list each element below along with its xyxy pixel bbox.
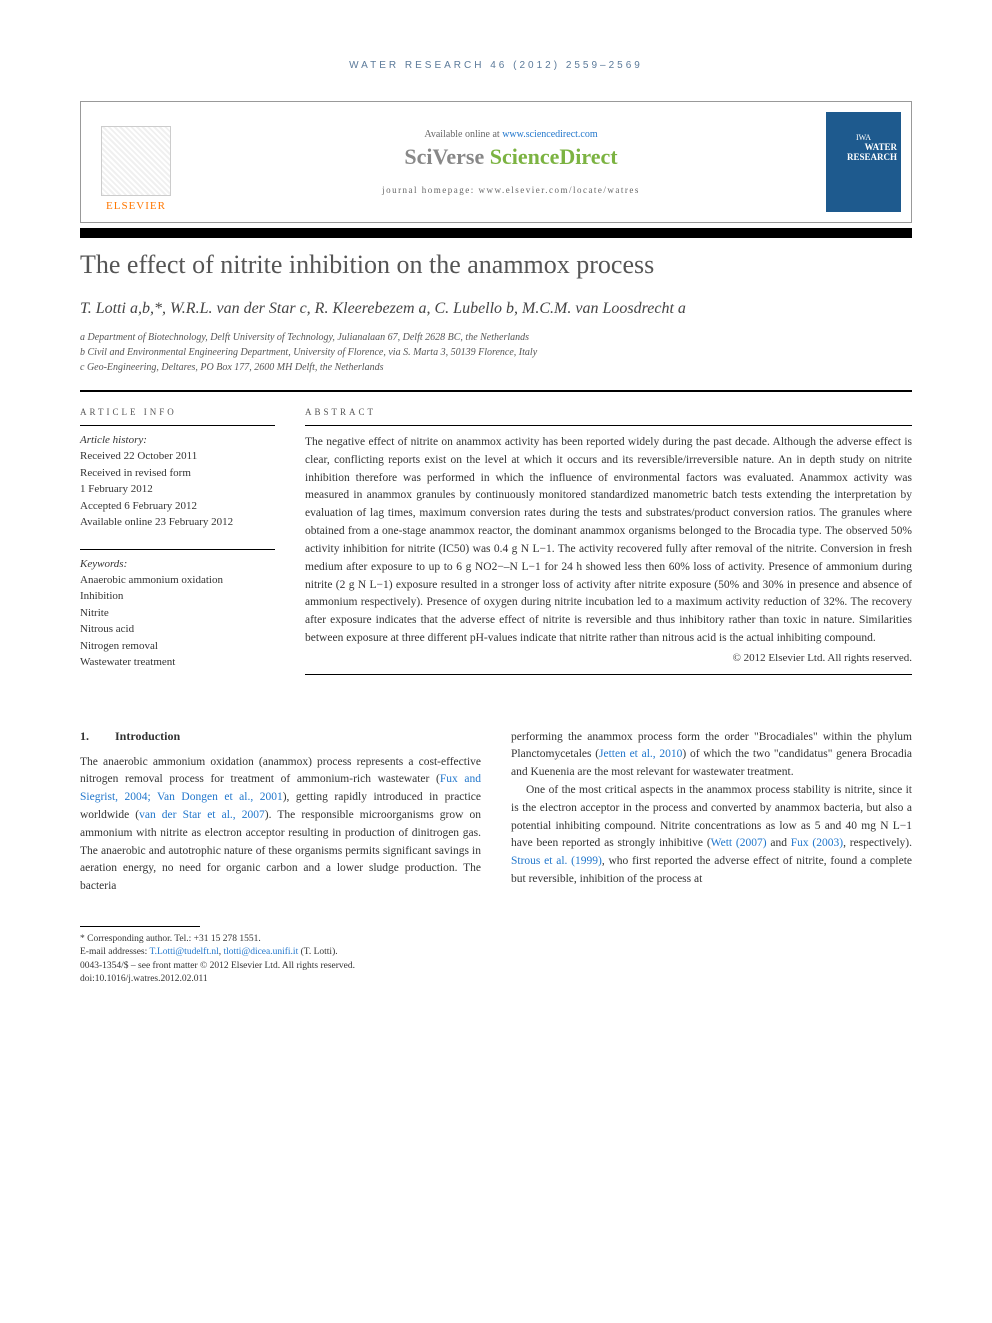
info-abstract-row: ARTICLE INFO Article history: Received 2… [80,407,912,689]
abstract-heading: ABSTRACT [305,407,912,417]
body-column-left: 1.Introduction The anaerobic ammonium ox… [80,729,481,897]
citation-link[interactable]: Jetten et al., 2010 [599,748,682,760]
article-info-heading: ARTICLE INFO [80,407,275,417]
elsevier-logo: ELSEVIER [91,112,181,212]
homepage-label: journal homepage: [382,185,478,195]
info-divider [80,425,275,426]
keyword: Anaerobic ammonium oxidation [80,572,275,589]
abstract-divider [305,425,912,426]
email-line: E-mail addresses: T.Lotti@tudelft.nl, tl… [80,946,912,959]
divider-thin [80,390,912,392]
history-item: Available online 23 February 2012 [80,514,275,531]
keywords-block: Keywords: Anaerobic ammonium oxidation I… [80,558,275,671]
section-title: Introduction [115,729,180,743]
email-link[interactable]: tlotti@dicea.unifi.it [224,947,299,957]
history-label: Article history: [80,434,275,446]
keyword: Inhibition [80,588,275,605]
sciencedirect-word: ScienceDirect [484,144,617,169]
email-label: E-mail addresses: [80,947,149,957]
journal-homepage: journal homepage: www.elsevier.com/locat… [196,185,826,195]
available-online: Available online at www.sciencedirect.co… [196,129,826,140]
section-number: 1. [80,729,115,744]
abstract-text: The negative effect of nitrite on anammo… [305,434,912,648]
footer-divider [80,926,200,927]
abstract-copyright: © 2012 Elsevier Ltd. All rights reserved… [305,652,912,664]
elsevier-text: ELSEVIER [106,200,166,212]
body-text-span: ). The responsible microorganisms grow o… [80,809,481,892]
authors: T. Lotti a,b,*, W.R.L. van der Star c, R… [80,300,912,318]
corresponding-author: * Corresponding author. Tel.: +31 15 278… [80,933,912,946]
section-heading: 1.Introduction [80,729,481,744]
journal-cover-iwa: IWA [856,133,871,142]
affiliation: b Civil and Environmental Engineering De… [80,345,912,360]
citation-link[interactable]: van der Star et al., 2007 [139,809,265,821]
sciencedirect-url[interactable]: www.sciencedirect.com [502,129,597,140]
divider-bar-top [80,228,912,238]
body-column-right: performing the anammox process form the … [511,729,912,897]
running-header: WATER RESEARCH 46 (2012) 2559–2569 [80,60,912,71]
keywords-label: Keywords: [80,558,275,570]
body-paragraph: The anaerobic ammonium oxidation (anammo… [80,754,481,897]
citation-link[interactable]: Wett (2007) [711,837,767,849]
abstract-column: ABSTRACT The negative effect of nitrite … [305,407,912,689]
article-history-block: Article history: Received 22 October 201… [80,434,275,531]
footer: * Corresponding author. Tel.: +31 15 278… [80,933,912,986]
body-text-span: , respectively). [843,837,912,849]
sciverse-word: SciVerse [404,144,484,169]
body-text-span: and [767,837,791,849]
homepage-url[interactable]: www.elsevier.com/locate/watres [479,185,640,195]
history-item: Accepted 6 February 2012 [80,498,275,515]
email-person: (T. Lotti). [298,947,337,957]
history-item: Received in revised form [80,465,275,482]
sciverse-logo: SciVerse ScienceDirect [196,144,826,170]
publisher-header: ELSEVIER Available online at www.science… [80,101,912,223]
header-center: Available online at www.sciencedirect.co… [196,129,826,195]
history-item: 1 February 2012 [80,481,275,498]
citation-link[interactable]: Strous et al. (1999) [511,855,602,867]
affiliation: c Geo-Engineering, Deltares, PO Box 177,… [80,360,912,375]
email-link[interactable]: T.Lotti@tudelft.nl [149,947,218,957]
doi: doi:10.1016/j.watres.2012.02.011 [80,973,912,986]
affiliation: a Department of Biotechnology, Delft Uni… [80,330,912,345]
history-item: Received 22 October 2011 [80,448,275,465]
keyword: Nitrogen removal [80,638,275,655]
body-columns: 1.Introduction The anaerobic ammonium ox… [80,729,912,897]
journal-cover-title: WATER RESEARCH [830,142,897,162]
affiliations: a Department of Biotechnology, Delft Uni… [80,330,912,375]
citation-link[interactable]: Fux (2003) [791,837,843,849]
article-title: The effect of nitrite inhibition on the … [80,250,912,280]
body-text-span: The anaerobic ammonium oxidation (anammo… [80,756,481,786]
info-divider [80,549,275,550]
abstract-divider-bottom [305,674,912,675]
footer-copyright: 0043-1354/$ – see front matter © 2012 El… [80,960,912,973]
body-paragraph: performing the anammox process form the … [511,729,912,782]
elsevier-tree-icon [101,126,171,196]
keyword: Nitrous acid [80,621,275,638]
body-paragraph: One of the most critical aspects in the … [511,782,912,889]
article-info: ARTICLE INFO Article history: Received 2… [80,407,275,689]
keyword: Wastewater treatment [80,654,275,671]
journal-cover: IWA WATER RESEARCH [826,112,901,212]
available-online-prefix: Available online at [424,129,502,140]
keyword: Nitrite [80,605,275,622]
